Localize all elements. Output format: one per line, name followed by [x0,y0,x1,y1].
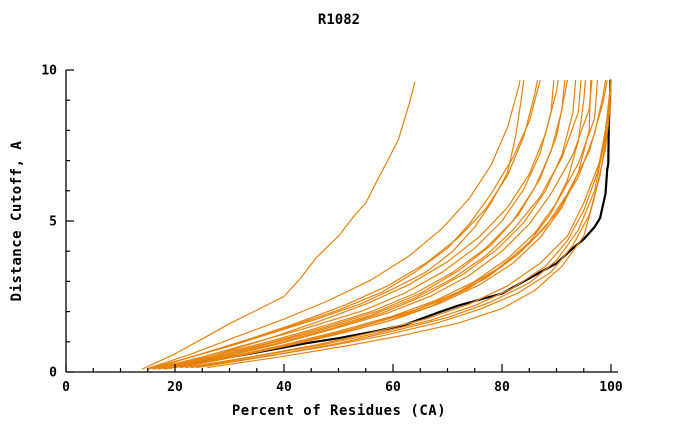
chart-title: R1082 [317,12,361,28]
y-tick-label: 5 [49,215,57,230]
series-model-20 [169,79,587,369]
x-tick-label: 40 [276,380,292,395]
series-model-07 [169,79,593,369]
series-model-01 [141,81,416,370]
series-model-15 [158,79,569,370]
x-axis-label: Percent of Residues (CA) [231,403,447,419]
series-model-02 [152,79,525,370]
x-tick-label: 60 [385,380,401,395]
series-model-21 [152,79,555,370]
y-tick-label: 0 [49,366,57,381]
series-model-22 [190,79,612,369]
series-model-19 [147,79,521,369]
series-model-06 [152,79,582,370]
series-model-18 [201,79,612,368]
series-model-16 [147,79,539,370]
series-model-12 [196,84,612,369]
x-tick-label: 20 [167,380,183,395]
x-tick-label: 80 [494,380,510,395]
y-tick-label: 10 [41,64,57,79]
series-model-13 [207,99,612,369]
x-tick-label: 100 [599,380,623,395]
series-model-05 [163,79,577,369]
series-reference-black [173,79,612,368]
series-model-08 [174,79,599,369]
x-tick-label: 0 [62,380,70,395]
